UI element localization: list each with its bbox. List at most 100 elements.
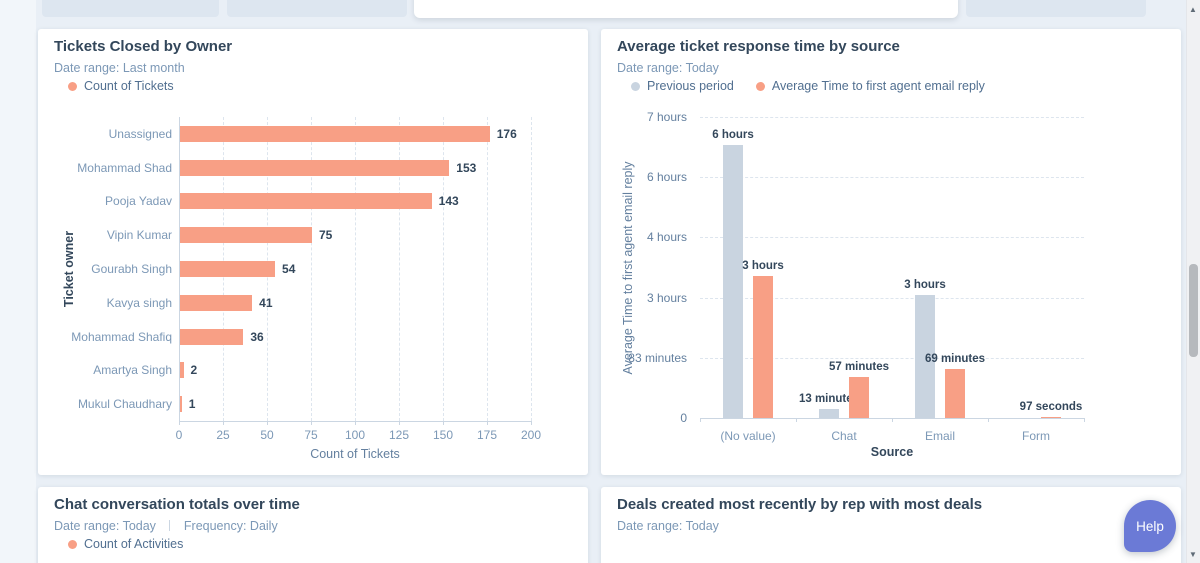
report-card-deals-created: Deals created most recently by rep with … — [601, 487, 1181, 563]
frequency-label: Frequency: — [183, 519, 247, 533]
scroll-down-arrow-icon[interactable]: ▼ — [1189, 549, 1197, 559]
top-filter-chip[interactable] — [227, 0, 407, 17]
y-tick-label: 4 hours — [646, 230, 687, 245]
bar[interactable] — [945, 368, 965, 418]
help-button[interactable]: Help — [1124, 500, 1176, 552]
category-label: Mohammad Shafiq — [71, 329, 172, 344]
gridline — [443, 117, 444, 421]
bar-value-label: 143 — [438, 194, 459, 209]
report-title[interactable]: Deals created most recently by rep with … — [617, 496, 983, 513]
bar[interactable] — [180, 328, 244, 345]
x-tick-label: 0 — [175, 428, 183, 442]
x-axis-title: Source — [870, 445, 914, 459]
vertical-scrollbar-thumb[interactable] — [1189, 264, 1198, 357]
y-axis-title: Ticket owner — [62, 230, 76, 308]
x-tick-label: 200 — [520, 428, 542, 442]
top-filter-chip[interactable] — [966, 0, 1146, 17]
bar[interactable] — [753, 276, 773, 418]
x-tick-label: 125 — [388, 428, 410, 442]
x-tick-label: 25 — [216, 428, 230, 442]
scroll-up-arrow-icon[interactable]: ▲ — [1189, 4, 1197, 14]
y-tick-label: 0 — [680, 411, 687, 425]
report-card-avg-response-time: Average ticket response time by source D… — [601, 29, 1181, 475]
bar[interactable] — [849, 377, 869, 418]
bar[interactable] — [915, 295, 935, 418]
legend-item[interactable]: Count of Tickets — [68, 79, 174, 93]
legend-item[interactable]: Previous period — [631, 79, 734, 93]
bar-value-label: 2 — [190, 363, 198, 378]
bar-value-label: 97 seconds — [1019, 400, 1083, 413]
axis-tick — [267, 421, 268, 425]
page-left-margin — [0, 0, 36, 563]
bar[interactable] — [180, 261, 276, 277]
bar[interactable] — [180, 362, 184, 379]
date-range-label: Date range: — [54, 61, 120, 75]
axis-tick — [179, 421, 180, 425]
date-range-value: Today — [122, 519, 156, 533]
bar-value-label: 3 hours — [904, 279, 946, 292]
bar-value-label: 1 — [188, 397, 196, 412]
bar[interactable] — [180, 227, 312, 244]
bar[interactable] — [180, 193, 432, 210]
axis-tick — [531, 421, 532, 425]
date-range-label: Date range: — [617, 519, 683, 533]
axis-tick — [487, 421, 488, 425]
bar[interactable] — [1041, 416, 1061, 418]
gridline — [700, 117, 1084, 118]
legend-label: Average Time to first agent email reply — [771, 79, 985, 93]
category-label: Amartya Singh — [93, 363, 172, 378]
y-axis-line — [179, 117, 180, 421]
legend-item[interactable]: Average Time to first agent email reply — [755, 79, 985, 93]
report-title[interactable]: Average ticket response time by source — [617, 38, 900, 55]
axis-tick — [988, 418, 989, 422]
report-title[interactable]: Tickets Closed by Owner — [54, 38, 233, 55]
gridline — [700, 237, 1084, 239]
category-label: Vipin Kumar — [106, 228, 172, 243]
bar-value-label: 3 hours — [742, 260, 784, 273]
y-axis-title: Average Time to first agent email reply — [621, 160, 635, 375]
axis-tick — [223, 421, 224, 425]
axis-tick — [399, 421, 400, 425]
bar-value-label: 57 minutes — [828, 361, 890, 374]
report-card-tickets-closed-by-owner: Tickets Closed by Owner Date range: Last… — [38, 29, 588, 475]
report-title[interactable]: Chat conversation totals over time — [54, 496, 300, 513]
axis-tick — [443, 421, 444, 425]
legend-dot-icon — [68, 539, 77, 549]
category-label: Mukul Chaudhary — [77, 397, 172, 412]
category-label: Gourabh Singh — [91, 262, 172, 276]
y-tick-label: 83 minutes — [628, 350, 687, 365]
x-tick-label: 175 — [476, 428, 498, 442]
axis-tick — [355, 421, 356, 425]
date-range-value: Today — [685, 519, 719, 533]
legend-item[interactable]: Count of Activities — [68, 537, 183, 551]
legend-dot-icon — [755, 81, 765, 91]
bar-value-label: 153 — [456, 160, 477, 175]
axis-tick — [892, 418, 893, 422]
help-button-label: Help — [1136, 518, 1164, 534]
date-range-label: Date range: — [617, 61, 683, 75]
report-date-range: Date range: Today — [617, 61, 719, 75]
gridline — [487, 117, 488, 421]
bar[interactable] — [180, 159, 450, 176]
category-label: Mohammad Shad — [77, 160, 172, 175]
bar[interactable] — [180, 396, 182, 413]
legend: Count of Activities — [68, 537, 205, 551]
date-range-value: Today — [685, 61, 719, 75]
bar[interactable] — [723, 144, 743, 418]
legend-label: Count of Activities — [84, 537, 184, 551]
bar[interactable] — [819, 408, 839, 418]
x-tick-label: 50 — [260, 428, 274, 442]
category-label: Kavya singh — [106, 295, 172, 310]
bar[interactable] — [180, 125, 490, 142]
category-label: Form — [1022, 429, 1050, 443]
gridline — [531, 117, 532, 421]
x-axis-line — [179, 421, 531, 422]
category-label: Unassigned — [108, 126, 172, 141]
report-date-range: Date range: Today Frequency: Daily — [54, 519, 278, 533]
top-filter-chip[interactable] — [42, 0, 219, 17]
axis-tick — [796, 418, 797, 422]
gridline — [355, 117, 356, 421]
bar[interactable] — [180, 294, 253, 311]
bar-value-label: 13 minutes — [798, 392, 860, 405]
